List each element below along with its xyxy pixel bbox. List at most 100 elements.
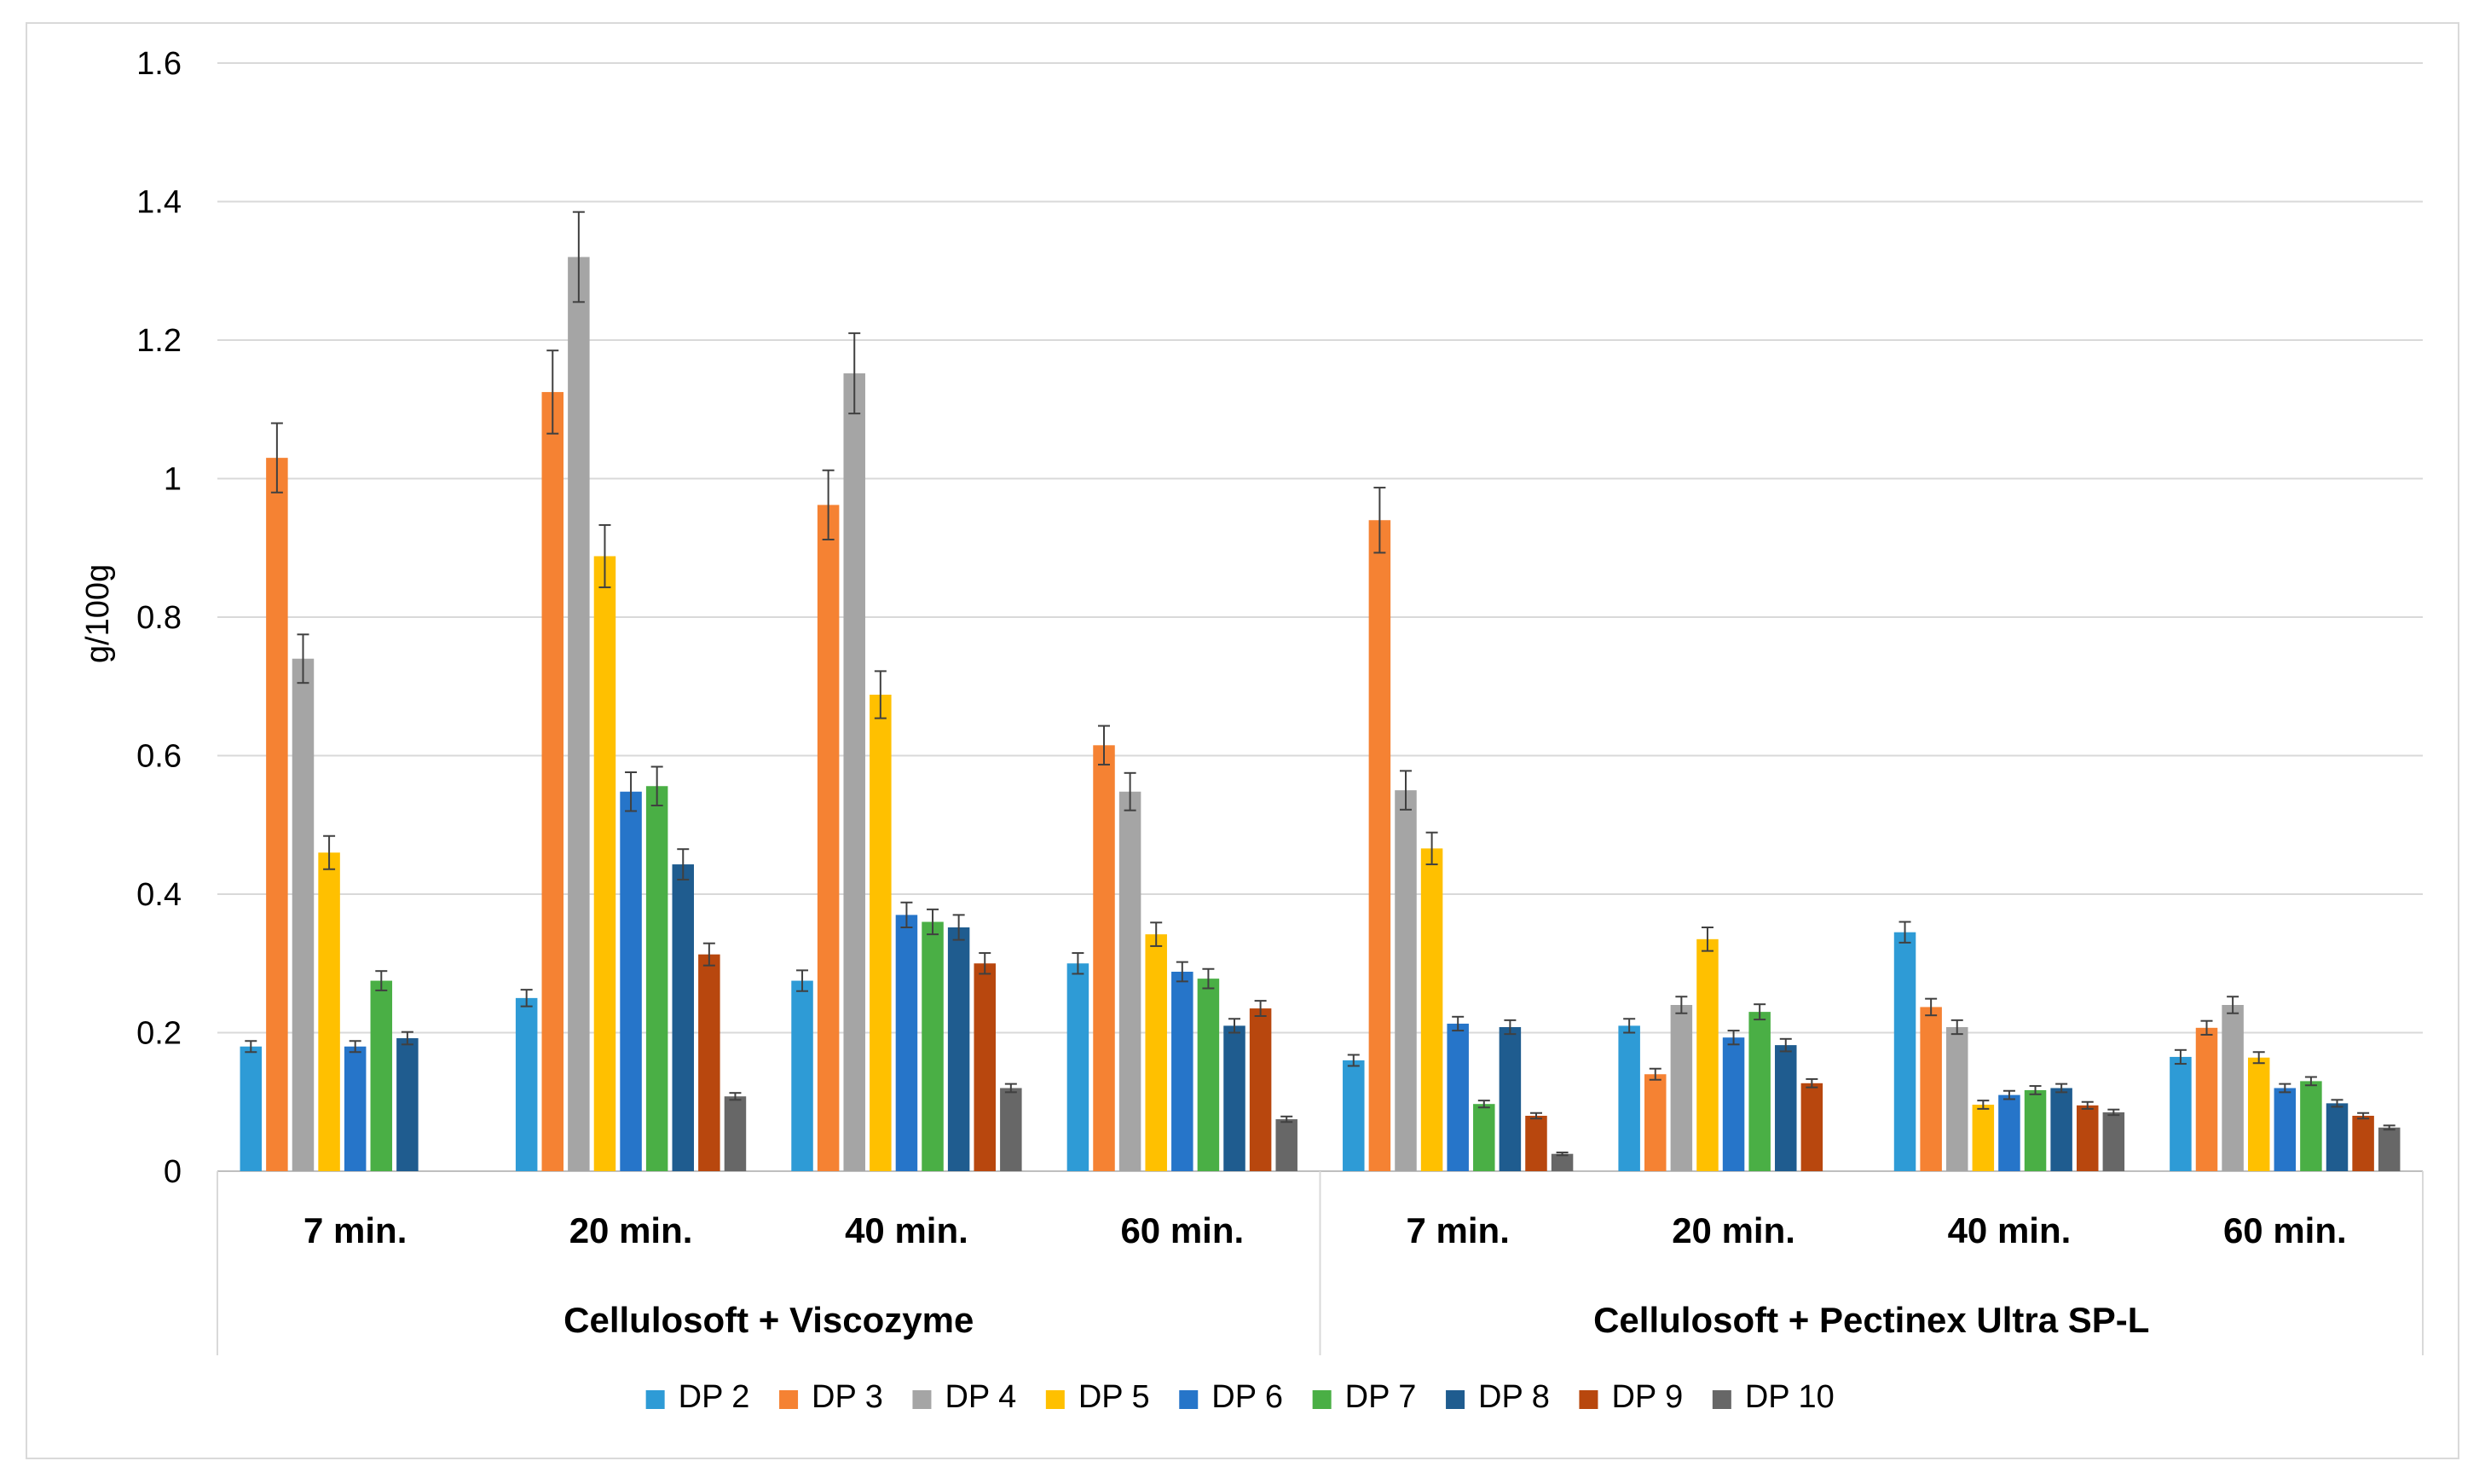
- y-tick-label: 0.4: [136, 877, 182, 913]
- bar: [2024, 1089, 2047, 1171]
- x-category-label: 7 min.: [1407, 1210, 1510, 1250]
- bar: [1171, 972, 1193, 1171]
- legend-swatch: [1446, 1390, 1465, 1409]
- y-tick-label: 0.6: [136, 739, 182, 775]
- bar: [2222, 1005, 2244, 1171]
- legend-swatch: [645, 1390, 665, 1409]
- x-category-label: 7 min.: [303, 1210, 407, 1250]
- x-category-label: 60 min.: [1120, 1210, 1244, 1250]
- legend-label: DP 7: [1345, 1379, 1417, 1415]
- bar: [817, 505, 840, 1171]
- y-tick-label: 1.2: [136, 323, 182, 359]
- y-tick-label: 1: [164, 462, 182, 498]
- legend-swatch: [1579, 1390, 1598, 1409]
- bar: [870, 695, 892, 1171]
- bar: [1499, 1027, 1522, 1171]
- legend-label: DP 5: [1078, 1379, 1150, 1415]
- bar: [1275, 1119, 1297, 1171]
- bar: [541, 391, 564, 1171]
- y-axis-ticks: 0 0.2 0.4 0.6 0.8 1 1.2 1.4 1.6: [136, 46, 182, 1190]
- y-tick-label: 1.6: [136, 46, 182, 82]
- bar: [1395, 790, 1417, 1171]
- bar: [791, 980, 813, 1171]
- bar: [1670, 1005, 1693, 1171]
- bar: [2170, 1056, 2192, 1171]
- bar: [1748, 1012, 1771, 1171]
- bar: [593, 556, 616, 1171]
- bar: [515, 997, 538, 1171]
- bar: [318, 852, 340, 1171]
- legend-swatch: [779, 1390, 799, 1409]
- bar: [2274, 1088, 2297, 1171]
- bars: [240, 211, 2401, 1171]
- bar: [1420, 848, 1443, 1171]
- bar: [2378, 1127, 2401, 1171]
- bar: [1551, 1153, 1574, 1171]
- bar: [1525, 1116, 1547, 1171]
- legend-label: DP 10: [1745, 1379, 1835, 1415]
- legend-swatch: [1045, 1390, 1065, 1409]
- x-category-label: 40 min.: [1948, 1210, 2072, 1250]
- bar: [672, 864, 695, 1171]
- bar: [1893, 932, 1916, 1171]
- bar: [1447, 1023, 1469, 1171]
- bar: [1197, 979, 1220, 1171]
- x-group-label: Cellulosoft + Pectinex Ultra SP-L: [1593, 1300, 2149, 1340]
- bar: [1696, 938, 1719, 1171]
- bar: [2102, 1112, 2125, 1171]
- bar: [895, 915, 918, 1171]
- chart-frame: [26, 22, 2459, 1459]
- bar: [240, 1046, 263, 1171]
- bar: [2300, 1081, 2322, 1171]
- legend-swatch: [1179, 1390, 1199, 1409]
- y-axis-label: g/100g: [80, 564, 116, 663]
- x-category-label: 40 min.: [845, 1210, 968, 1250]
- bar: [724, 1096, 747, 1171]
- legend-swatch: [1312, 1390, 1332, 1409]
- legend-label: DP 6: [1211, 1379, 1283, 1415]
- bar: [266, 458, 288, 1171]
- bar: [2050, 1088, 2072, 1171]
- bar: [620, 791, 642, 1171]
- bar: [1000, 1088, 1022, 1171]
- bar: [1618, 1025, 1640, 1171]
- bar: [1473, 1104, 1495, 1171]
- bar: [1800, 1083, 1823, 1171]
- bar: [1998, 1094, 2020, 1171]
- bar: [1223, 1025, 1245, 1171]
- y-tick-label: 0.8: [136, 600, 182, 636]
- bar: [843, 373, 865, 1171]
- bar: [292, 658, 315, 1171]
- bar: [2195, 1027, 2218, 1171]
- x-category-label: 20 min.: [569, 1210, 693, 1250]
- bar: [1945, 1027, 1968, 1171]
- bar: [947, 927, 970, 1171]
- bar: [922, 921, 944, 1171]
- bar: [1145, 934, 1167, 1171]
- bar: [1118, 791, 1141, 1171]
- x-category-label: 20 min.: [1672, 1210, 1795, 1250]
- bar: [344, 1046, 367, 1171]
- bar: [698, 954, 720, 1171]
- legend-label: DP 2: [679, 1379, 750, 1415]
- legend-swatch: [912, 1390, 932, 1409]
- bar: [2076, 1105, 2099, 1171]
- x-axis: 7 min. 20 min. 40 min. 60 min. 7 min. 20 min.…: [217, 1171, 2424, 1355]
- bar: [568, 257, 590, 1171]
- bar: [1066, 963, 1089, 1171]
- bar: [1343, 1060, 1365, 1171]
- y-tick-label: 0.2: [136, 1016, 182, 1052]
- legend: DP 2 DP 3 DP 4 DP 5 DP 6 DP 7 DP 8 DP 9 DP 10: [645, 1379, 1835, 1415]
- bar: [1249, 1008, 1272, 1171]
- legend-label: DP 9: [1611, 1379, 1683, 1415]
- bar: [370, 980, 393, 1171]
- legend-label: DP 4: [945, 1379, 1016, 1415]
- y-tick-label: 1.4: [136, 185, 182, 221]
- bar: [974, 963, 996, 1171]
- bar: [1920, 1007, 1942, 1171]
- legend-label: DP 3: [812, 1379, 883, 1415]
- bar: [2352, 1116, 2374, 1171]
- bar: [1368, 520, 1391, 1171]
- x-group-label: Cellulosoft + Viscozyme: [563, 1300, 974, 1340]
